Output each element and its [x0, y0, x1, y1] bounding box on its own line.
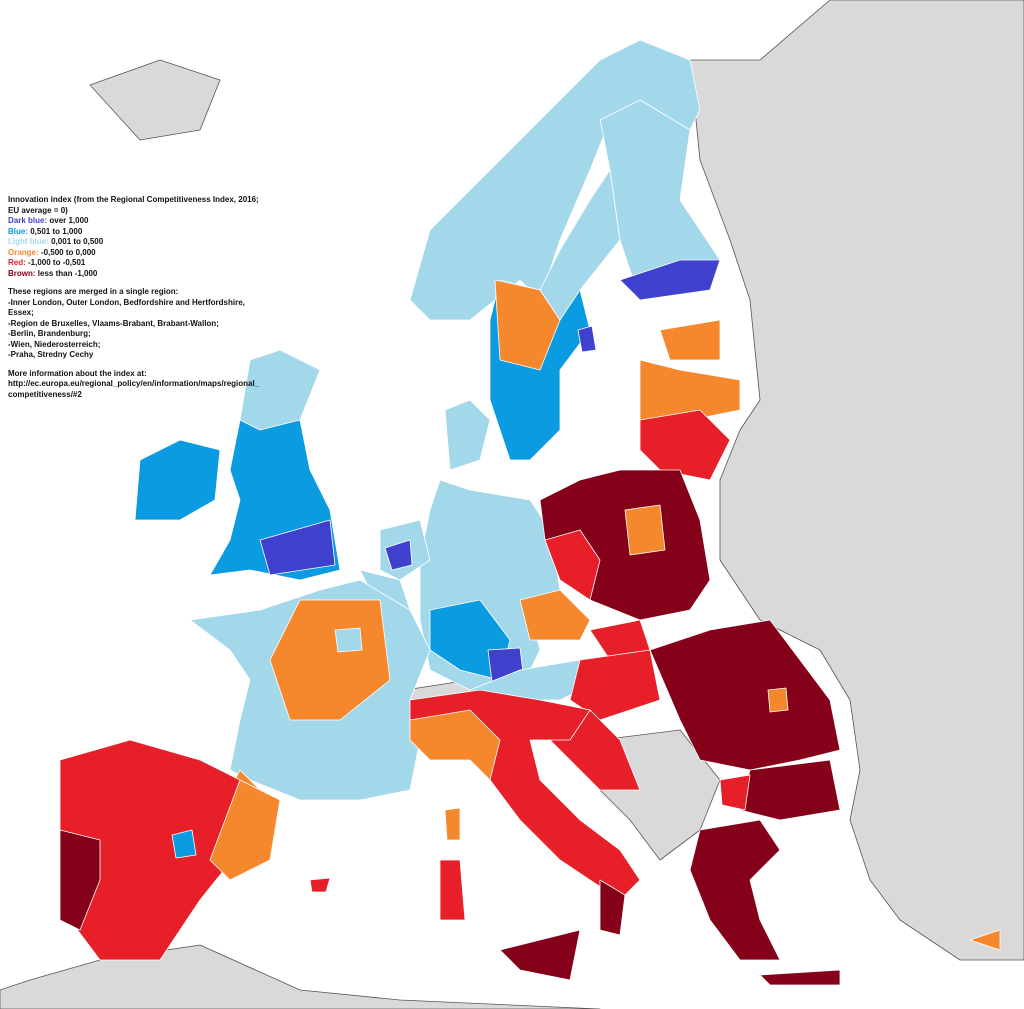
spain-east: [209, 779, 281, 881]
merged-heading: These regions are merged in a single reg…: [8, 287, 179, 296]
info-heading: More information about the index at:: [8, 368, 147, 378]
lithuania: [639, 409, 731, 481]
bulgaria: [739, 759, 841, 821]
legend-item: Orange: -0,500 to 0,000: [8, 248, 263, 259]
warsaw: [624, 504, 666, 556]
merged-item: -Berlin, Brandenburg;: [8, 329, 91, 338]
bulgaria-west: [719, 774, 751, 811]
helsinki: [619, 259, 721, 301]
info-url: http://ec.europa.eu/regional_policy/en/i…: [8, 379, 260, 399]
legend-range: -0,500 to 0,000: [40, 247, 96, 257]
legend-item: Blue: 0,501 to 1,000: [8, 227, 263, 238]
calabria: [599, 879, 626, 936]
crete: [759, 969, 841, 986]
balkans-non-eu: [599, 729, 721, 861]
legend-color-label: Orange:: [8, 247, 39, 257]
legend-item: Brown: less than -1,000: [8, 269, 263, 280]
italy-north: [409, 709, 501, 781]
merged-items: -Inner London, Outer London, Bedfordshir…: [8, 298, 263, 361]
legend-color-label: Brown:: [8, 268, 36, 278]
hungary: [569, 649, 661, 721]
legend-item: Red: -1,000 to -0,501: [8, 258, 263, 269]
non-eu-land: [689, 0, 1024, 961]
legend: Innovation index (from the Regional Comp…: [8, 195, 263, 400]
legend-range: 0,501 to 1,000: [30, 226, 83, 236]
legend-color-label: Light blue:: [8, 237, 49, 246]
cyprus: [969, 929, 1001, 951]
scotland-north: [239, 349, 321, 431]
estonia: [659, 319, 721, 361]
madrid: [171, 829, 197, 859]
africa: [0, 944, 601, 1009]
poland-west: [544, 529, 601, 601]
ireland: [134, 439, 221, 521]
legend-range: less than -1,000: [37, 268, 98, 278]
spacer: [8, 279, 263, 287]
sicily: [499, 929, 581, 981]
merged-item: -Wien, Niederosterreich;: [8, 339, 101, 349]
sardinia: [439, 859, 466, 921]
legend-color-label: Red:: [8, 258, 26, 267]
legend-item: Light blue: 0,001 to 0,500: [8, 237, 263, 248]
legend-color-label: Blue:: [8, 226, 28, 236]
sweden-central: [494, 279, 561, 371]
spacer: [8, 361, 263, 369]
balearics: [309, 877, 331, 893]
stockholm: [577, 325, 597, 353]
legend-items: Dark blue: over 1,000 Blue: 0,501 to 1,00…: [8, 216, 263, 279]
portugal: [59, 829, 101, 931]
legend-title: Innovation index (from the Regional Comp…: [8, 195, 259, 215]
london-southeast: [259, 519, 336, 576]
denmark: [444, 399, 491, 471]
corsica: [444, 807, 461, 841]
legend-range: -1,000 to -0,501: [28, 258, 86, 267]
merged-item: -Inner London, Outer London, Bedfordshir…: [8, 297, 245, 318]
netherlands-south: [384, 539, 413, 571]
merged-item: -Region de Bruxelles, Vlaams-Brabant, Br…: [8, 318, 219, 328]
ile-de-france: [334, 627, 363, 653]
legend-item: Dark blue: over 1,000: [8, 216, 263, 227]
legend-range: over 1,000: [49, 216, 89, 225]
legend-range: 0,001 to 0,500: [51, 237, 104, 246]
iceland: [89, 59, 221, 141]
merged-item: -Praha, Stredny Cechy: [8, 350, 94, 359]
czechia: [519, 589, 591, 641]
romania-centre: [767, 687, 789, 713]
legend-color-label: Dark blue:: [8, 216, 48, 225]
greece: [689, 819, 781, 961]
romania: [649, 619, 841, 771]
latvia: [639, 359, 741, 421]
